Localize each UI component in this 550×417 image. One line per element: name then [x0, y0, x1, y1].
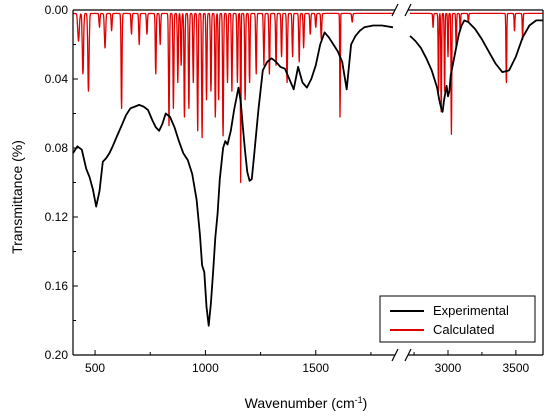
tick-labels: 0.00 0.04 0.08 0.12 0.16 0.20 500 1000 1500 3000 3… — [45, 3, 530, 375]
y-tick-label: 0.00 — [45, 3, 69, 17]
axes — [72, 3, 544, 362]
x-axis-title-unit-exp: -1 — [355, 395, 363, 405]
x-tick-label: 3500 — [503, 361, 530, 375]
top-axis-break-mark-left — [391, 3, 399, 17]
series-line-calculated-segment-1 — [72, 12, 394, 184]
legend-box — [379, 295, 536, 343]
y-tick-label: 0.20 — [45, 348, 69, 362]
series-line-calculated-segment-2 — [409, 12, 544, 135]
x-tick-label: 1500 — [302, 361, 329, 375]
y-tick-label: 0.16 — [45, 279, 69, 293]
y-tick-label: 0.12 — [45, 210, 69, 224]
y-tick-label: 0.04 — [45, 72, 69, 86]
top-axis-break-mark-right — [404, 3, 412, 17]
legend-label-calculated: Calculated — [433, 322, 494, 337]
x-tick-label: 1000 — [192, 361, 219, 375]
x-tick-label: 3000 — [435, 361, 462, 375]
legend-label-experimental: Experimental — [433, 303, 509, 318]
y-tick-label: 0.08 — [45, 141, 69, 155]
series-line-experimental-segment-1 — [72, 24, 394, 327]
axis-break-mark-left — [391, 348, 399, 362]
x-tick-label: 500 — [85, 361, 105, 375]
axis-break-mark-right — [404, 348, 412, 362]
plot-area — [72, 12, 544, 327]
x-axis-title: Wavenumber (cm-1) — [245, 395, 368, 411]
x-axis-title-end: ) — [363, 395, 368, 411]
legend: Experimental Calculated — [379, 295, 536, 343]
x-axis-title-main: Wavenumber (cm — [245, 395, 355, 411]
y-axis-title: Transmittance (%) — [9, 140, 25, 254]
series-line-experimental-segment-2 — [409, 19, 543, 113]
